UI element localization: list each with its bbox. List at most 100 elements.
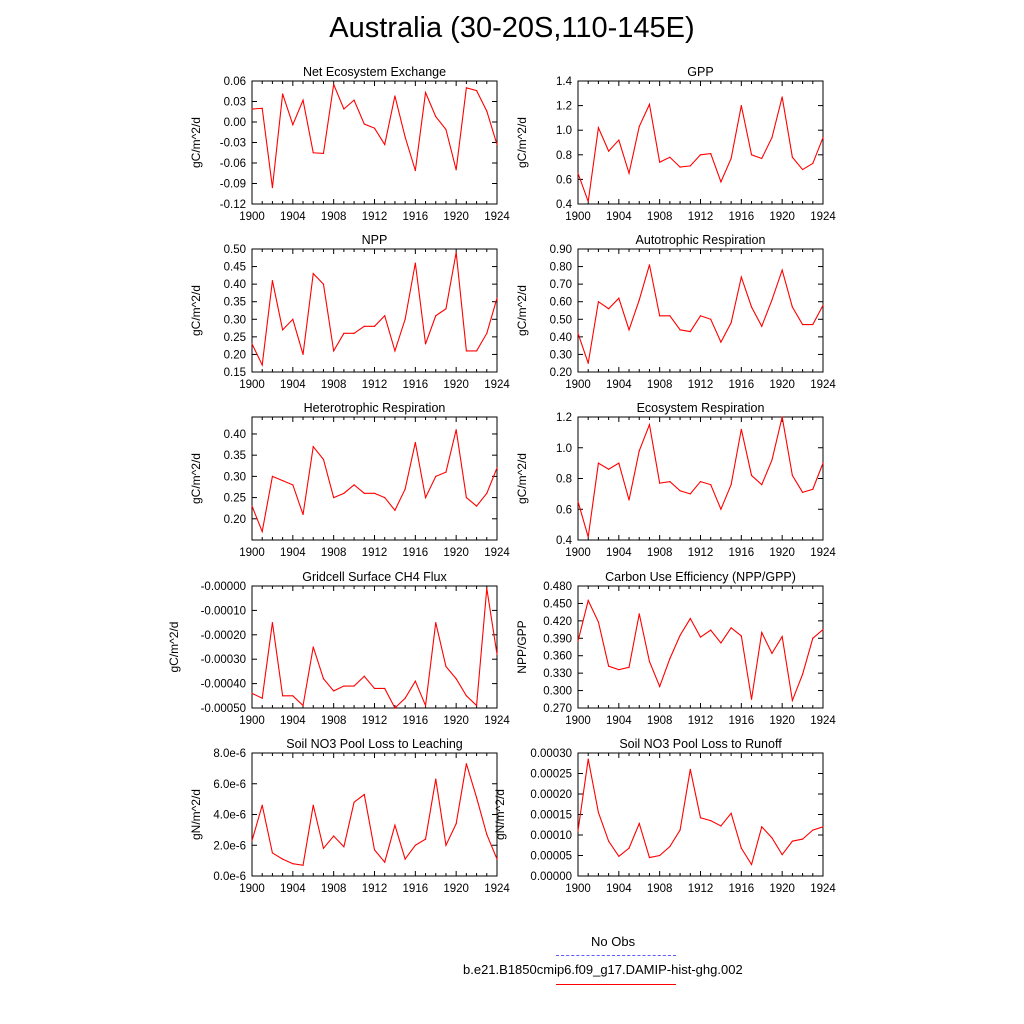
x-tick-label: 1900	[239, 547, 265, 559]
data-point	[791, 306, 793, 308]
data-point	[261, 107, 263, 109]
data-point	[414, 169, 416, 172]
data-point	[455, 678, 457, 680]
data-point	[353, 332, 355, 334]
data-point	[771, 837, 773, 839]
data-point	[302, 704, 304, 707]
y-tick-label: 0.50	[550, 314, 572, 326]
data-point	[597, 301, 600, 303]
y-tick-label: 0.00015	[530, 810, 572, 822]
x-tick-label: 1904	[606, 883, 632, 895]
data-point	[608, 665, 610, 667]
y-tick-label: 8.0e-6	[213, 748, 246, 760]
data-point	[618, 855, 620, 857]
x-tick-label: 1920	[769, 715, 795, 727]
data-point	[271, 187, 274, 189]
x-tick-label: 1920	[443, 379, 469, 391]
data-point	[791, 156, 793, 158]
data-point	[282, 480, 284, 482]
data-point	[333, 690, 335, 692]
series-line	[577, 759, 824, 866]
data-point	[597, 811, 600, 814]
plot-frame	[577, 248, 824, 373]
data-point	[822, 462, 824, 464]
data-point	[618, 669, 620, 671]
data-point	[720, 508, 722, 510]
y-tick-label: 0.00025	[530, 769, 572, 781]
y-tick-label: 0.06	[224, 76, 246, 88]
data-point	[669, 315, 671, 317]
data-point	[679, 166, 681, 168]
data-point	[710, 820, 712, 822]
chart-title: GPP	[687, 65, 713, 79]
x-tick-label: 1900	[239, 211, 265, 223]
data-point	[445, 128, 447, 131]
x-tick-label: 1924	[484, 211, 510, 223]
plot-frame	[577, 80, 824, 205]
y-tick-label: 0.25	[224, 332, 246, 344]
data-point	[577, 172, 579, 174]
data-point	[486, 587, 488, 590]
data-point	[659, 854, 661, 857]
data-point	[424, 343, 427, 345]
data-point	[302, 353, 304, 356]
data-point	[812, 488, 814, 490]
x-tick-label: 1916	[729, 211, 755, 223]
x-tick-label: 1920	[443, 211, 469, 223]
x-tick-label: 1916	[729, 379, 755, 391]
data-point	[587, 758, 589, 760]
data-point	[781, 854, 783, 856]
x-tick-label: 1908	[647, 547, 673, 559]
data-point	[710, 484, 712, 486]
data-point	[771, 459, 773, 461]
y-tick-label: 0.70	[550, 279, 572, 291]
data-point	[689, 617, 691, 620]
data-point	[750, 698, 753, 700]
data-point	[669, 480, 671, 483]
data-point	[577, 830, 579, 832]
chart-title: Net Ecosystem Exchange	[303, 65, 446, 79]
data-point	[435, 622, 437, 624]
data-point	[618, 462, 620, 464]
y-axis-label: gC/m^2/d	[515, 117, 529, 168]
y-tick-label: 0.20	[224, 349, 246, 361]
data-point	[292, 863, 294, 865]
data-point	[638, 125, 640, 128]
x-tick-label: 1900	[239, 883, 265, 895]
y-axis-label: gC/m^2/d	[515, 453, 529, 504]
y-tick-label: 0.00	[224, 117, 246, 129]
data-point	[424, 496, 427, 499]
y-tick-label: -0.00000	[201, 581, 246, 593]
x-tick-label: 1904	[280, 883, 306, 895]
data-point	[302, 864, 304, 866]
data-point	[730, 484, 732, 486]
data-point	[689, 165, 691, 167]
y-tick-label: -0.00020	[201, 630, 246, 642]
series-line	[577, 96, 824, 202]
data-point	[465, 763, 467, 765]
data-point	[384, 861, 386, 863]
data-point	[445, 665, 447, 668]
y-tick-label: -0.12	[220, 199, 246, 211]
data-point	[475, 89, 478, 92]
data-point	[577, 500, 579, 503]
data-point	[251, 505, 253, 507]
x-tick-label: 1904	[280, 211, 306, 223]
data-point	[679, 490, 681, 492]
data-point	[486, 110, 488, 112]
data-point	[587, 536, 589, 538]
data-point	[261, 804, 263, 806]
data-point	[363, 492, 365, 494]
y-tick-label: 0.30	[550, 349, 572, 361]
x-tick-label: 1920	[443, 883, 469, 895]
data-point	[302, 513, 304, 516]
y-tick-label: 0.35	[224, 450, 246, 462]
data-point	[750, 863, 753, 866]
data-point	[710, 318, 712, 320]
y-tick-label: 0.20	[224, 514, 246, 526]
data-point	[720, 825, 722, 827]
data-point	[699, 636, 702, 638]
data-point	[465, 695, 467, 697]
data-point	[414, 262, 416, 264]
